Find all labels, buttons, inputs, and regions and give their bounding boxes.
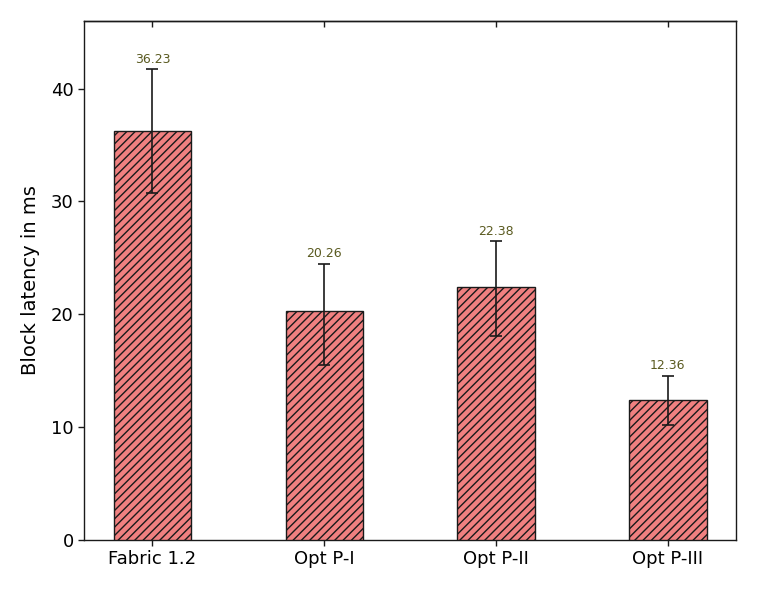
Text: 12.36: 12.36: [650, 359, 686, 372]
Text: 36.23: 36.23: [135, 52, 170, 65]
Bar: [629, 401, 706, 540]
Bar: [114, 131, 191, 540]
Bar: [285, 311, 363, 540]
Y-axis label: Block latency in ms: Block latency in ms: [21, 186, 40, 375]
Text: 20.26: 20.26: [307, 247, 342, 260]
Bar: [457, 287, 534, 540]
Text: 22.38: 22.38: [478, 224, 514, 237]
